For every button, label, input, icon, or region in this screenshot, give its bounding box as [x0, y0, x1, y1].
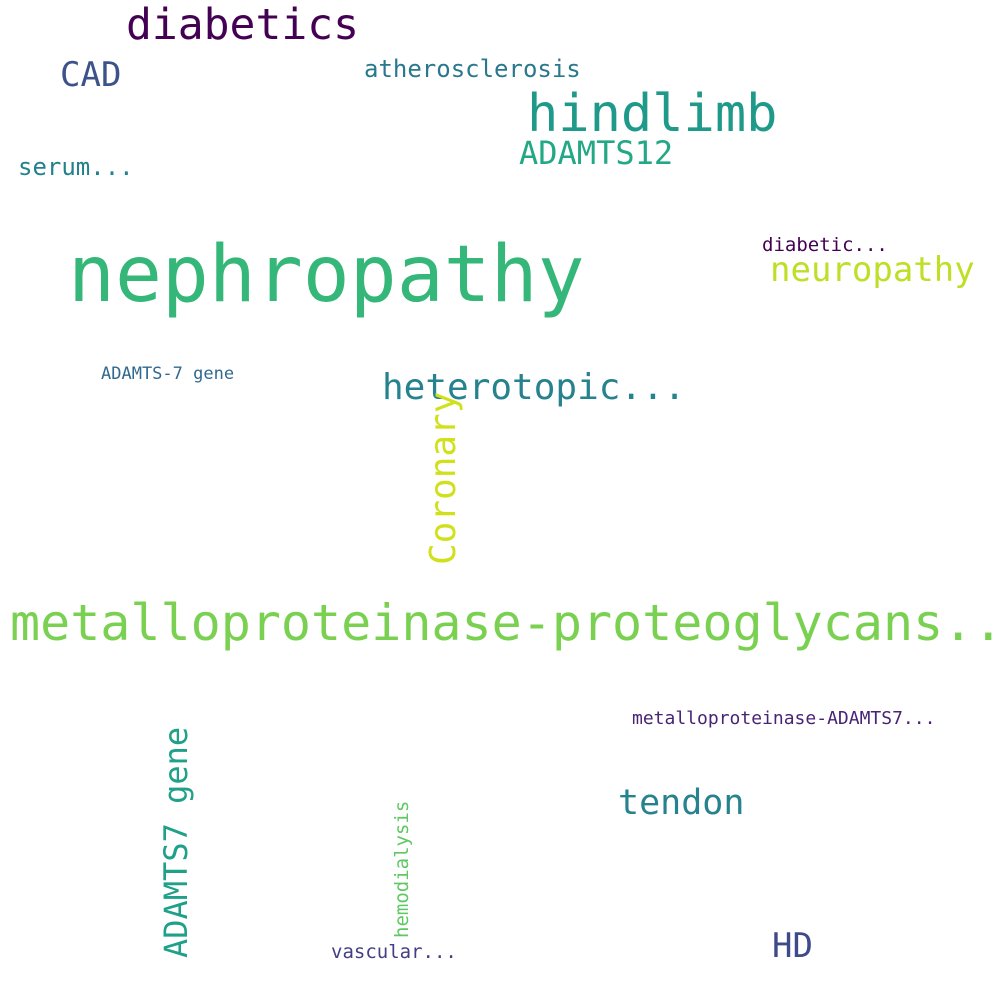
word-hd: HD — [772, 926, 813, 966]
word-atherosclerosis: atherosclerosis — [364, 55, 581, 83]
word-neuropathy: neuropathy — [770, 250, 975, 290]
word-heterotopic: heterotopic... — [382, 367, 686, 408]
word-cad: CAD — [60, 55, 122, 95]
word-coronary: Coronary — [423, 391, 464, 565]
word-hindlimb: hindlimb — [527, 84, 778, 144]
word-hemodialysis: hemodialysis — [391, 800, 413, 938]
word-diabetics: diabetics — [126, 0, 359, 50]
word-adamts7-gene: ADAMTS7 gene — [157, 726, 195, 958]
word-nephropathy: nephropathy — [68, 230, 585, 320]
word-metalloproteinase-proteoglycans: metalloproteinase-proteoglycans... — [10, 594, 1000, 652]
word-adamts12: ADAMTS12 — [519, 134, 674, 172]
word-adamts-7-gene: ADAMTS-7 gene — [101, 364, 235, 384]
word-serum: serum... — [18, 153, 134, 181]
word-vascular: vascular... — [331, 941, 457, 963]
word-metalloproteinase-adamts7: metalloproteinase-ADAMTS7... — [632, 708, 936, 729]
word-diabetic: diabetic... — [762, 234, 888, 256]
word-tendon: tendon — [618, 783, 745, 823]
